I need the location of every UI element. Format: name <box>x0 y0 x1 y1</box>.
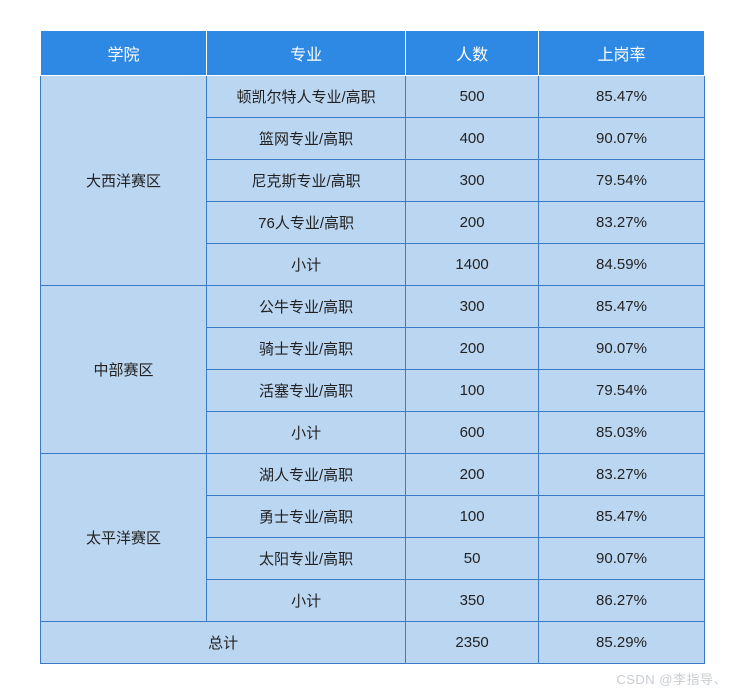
count-cell: 200 <box>406 202 539 244</box>
col-header-count: 人数 <box>406 31 539 76</box>
major-cell: 76人专业/高职 <box>207 202 406 244</box>
rate-cell: 83.27% <box>538 454 704 496</box>
group-name-cell: 太平洋赛区 <box>41 454 207 622</box>
subtotal-rate: 84.59% <box>538 244 704 286</box>
subtotal-count: 350 <box>406 580 539 622</box>
subtotal-label: 小计 <box>207 580 406 622</box>
rate-cell: 79.54% <box>538 160 704 202</box>
watermark-text: CSDN @李指导、 <box>616 669 727 688</box>
count-cell: 100 <box>406 370 539 412</box>
major-cell: 篮网专业/高职 <box>207 118 406 160</box>
group-name-cell: 大西洋赛区 <box>41 76 207 286</box>
table-body: 大西洋赛区 顿凯尔特人专业/高职 500 85.47% 篮网专业/高职 400 … <box>41 76 705 664</box>
rate-cell: 90.07% <box>538 538 704 580</box>
table-row: 中部赛区 公牛专业/高职 300 85.47% <box>41 286 705 328</box>
subtotal-rate: 85.03% <box>538 412 704 454</box>
col-header-rate: 上岗率 <box>538 31 704 76</box>
rate-cell: 85.47% <box>538 76 704 118</box>
rate-cell: 83.27% <box>538 202 704 244</box>
table-row: 大西洋赛区 顿凯尔特人专业/高职 500 85.47% <box>41 76 705 118</box>
major-cell: 太阳专业/高职 <box>207 538 406 580</box>
group-name-cell: 中部赛区 <box>41 286 207 454</box>
rate-cell: 79.54% <box>538 370 704 412</box>
count-cell: 300 <box>406 286 539 328</box>
col-header-college: 学院 <box>41 31 207 76</box>
major-cell: 湖人专业/高职 <box>207 454 406 496</box>
count-cell: 50 <box>406 538 539 580</box>
rate-cell: 85.47% <box>538 496 704 538</box>
table-header-row: 学院 专业 人数 上岗率 <box>41 31 705 76</box>
total-row: 总计 2350 85.29% <box>41 622 705 664</box>
table-row: 太平洋赛区 湖人专业/高职 200 83.27% <box>41 454 705 496</box>
rate-cell: 90.07% <box>538 328 704 370</box>
rate-cell: 85.47% <box>538 286 704 328</box>
major-cell: 公牛专业/高职 <box>207 286 406 328</box>
subtotal-count: 1400 <box>406 244 539 286</box>
count-cell: 100 <box>406 496 539 538</box>
subtotal-label: 小计 <box>207 244 406 286</box>
count-cell: 200 <box>406 328 539 370</box>
col-header-major: 专业 <box>207 31 406 76</box>
subtotal-count: 600 <box>406 412 539 454</box>
count-cell: 400 <box>406 118 539 160</box>
total-rate: 85.29% <box>538 622 704 664</box>
count-cell: 300 <box>406 160 539 202</box>
major-cell: 顿凯尔特人专业/高职 <box>207 76 406 118</box>
major-cell: 骑士专业/高职 <box>207 328 406 370</box>
subtotal-label: 小计 <box>207 412 406 454</box>
subtotal-rate: 86.27% <box>538 580 704 622</box>
rate-cell: 90.07% <box>538 118 704 160</box>
major-cell: 活塞专业/高职 <box>207 370 406 412</box>
data-table: 学院 专业 人数 上岗率 大西洋赛区 顿凯尔特人专业/高职 500 85.47%… <box>40 30 705 664</box>
count-cell: 200 <box>406 454 539 496</box>
total-label: 总计 <box>41 622 406 664</box>
major-cell: 尼克斯专业/高职 <box>207 160 406 202</box>
count-cell: 500 <box>406 76 539 118</box>
total-count: 2350 <box>406 622 539 664</box>
major-cell: 勇士专业/高职 <box>207 496 406 538</box>
